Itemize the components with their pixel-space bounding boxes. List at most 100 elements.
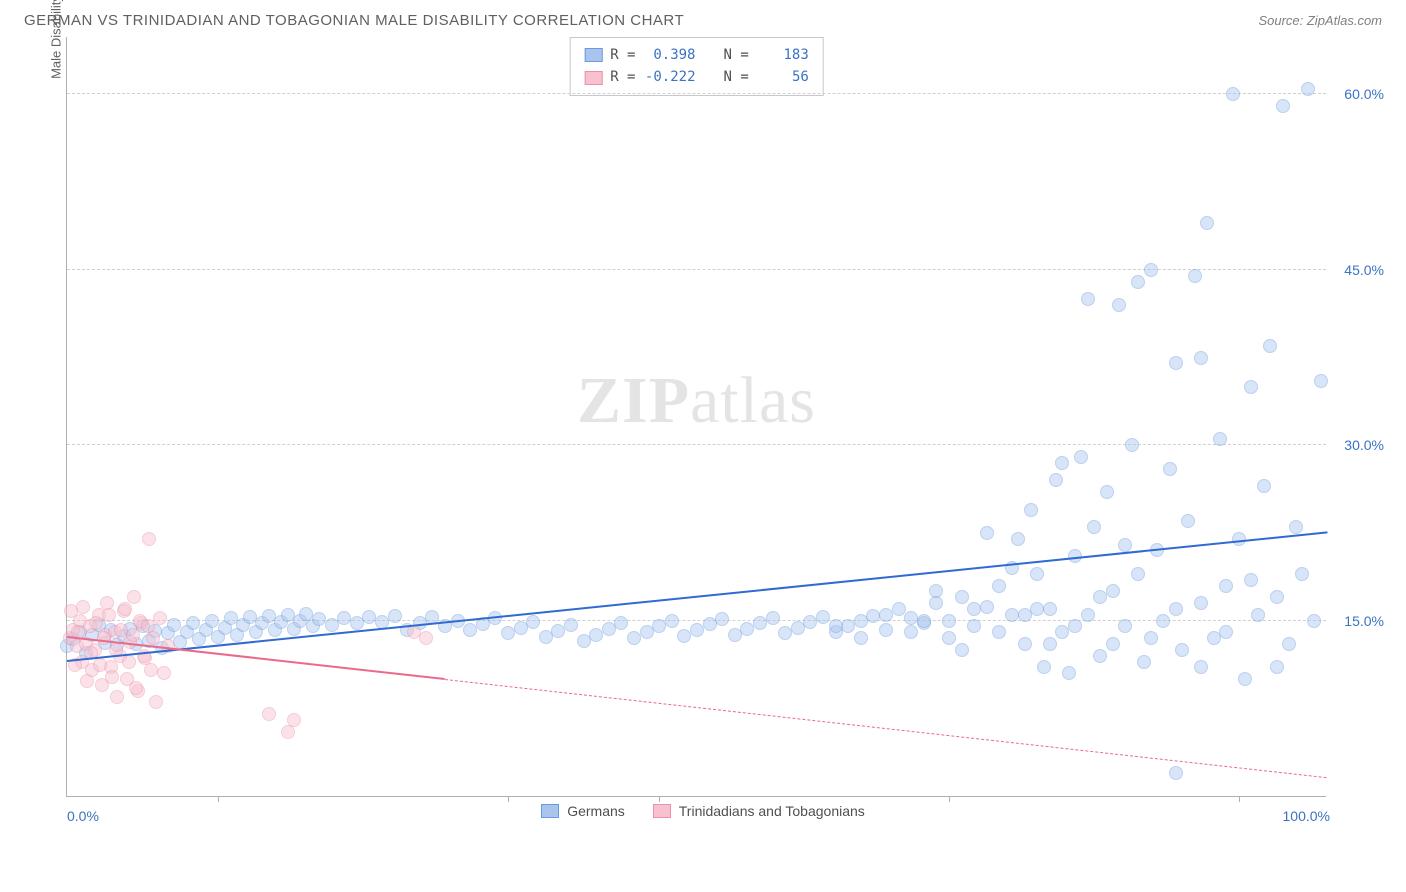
data-point xyxy=(967,602,981,616)
data-point xyxy=(980,600,994,614)
data-point xyxy=(127,590,141,604)
data-point xyxy=(1295,567,1309,581)
data-point xyxy=(1194,351,1208,365)
data-point xyxy=(1219,579,1233,593)
data-point xyxy=(287,713,301,727)
chart-title: GERMAN VS TRINIDADIAN AND TOBAGONIAN MAL… xyxy=(24,12,684,29)
data-point xyxy=(1100,485,1114,499)
watermark: ZIPatlas xyxy=(577,363,816,439)
data-point xyxy=(1131,567,1145,581)
data-point xyxy=(118,602,132,616)
data-point xyxy=(1118,619,1132,633)
data-point xyxy=(262,707,276,721)
stats-legend-box: R =0.398N =183R =-0.222N =56 xyxy=(569,37,824,96)
data-point xyxy=(1037,660,1051,674)
data-point xyxy=(1137,655,1151,669)
legend-item: Trinidadians and Tobagonians xyxy=(653,803,865,819)
data-point xyxy=(89,616,103,630)
data-point xyxy=(955,590,969,604)
data-point xyxy=(1081,608,1095,622)
data-point xyxy=(942,614,956,628)
data-point xyxy=(1175,643,1189,657)
data-point xyxy=(144,663,158,677)
y-tick-label: 30.0% xyxy=(1344,437,1384,453)
data-point xyxy=(97,631,111,645)
data-point xyxy=(1181,514,1195,528)
watermark-bold: ZIP xyxy=(577,364,690,437)
data-point xyxy=(1219,625,1233,639)
x-tick xyxy=(659,796,660,802)
data-point xyxy=(1276,99,1290,113)
data-point xyxy=(1282,637,1296,651)
data-point xyxy=(854,631,868,645)
data-point xyxy=(1093,590,1107,604)
data-point xyxy=(1106,637,1120,651)
watermark-light: atlas xyxy=(690,364,816,437)
data-point xyxy=(1213,432,1227,446)
data-point xyxy=(992,579,1006,593)
data-point xyxy=(942,631,956,645)
data-point xyxy=(388,609,402,623)
n-label: N = xyxy=(724,66,749,88)
legend-label: Germans xyxy=(567,803,625,819)
data-point xyxy=(1131,275,1145,289)
data-point xyxy=(526,615,540,629)
r-label: R = xyxy=(610,44,635,66)
data-point xyxy=(153,611,167,625)
data-point xyxy=(1024,503,1038,517)
data-point xyxy=(1112,298,1126,312)
data-point xyxy=(892,602,906,616)
data-point xyxy=(419,631,433,645)
stats-swatch xyxy=(584,48,602,62)
data-point xyxy=(1169,602,1183,616)
data-point xyxy=(1307,614,1321,628)
data-point xyxy=(614,616,628,630)
data-point xyxy=(1144,631,1158,645)
data-point xyxy=(76,600,90,614)
data-point xyxy=(1270,660,1284,674)
data-point xyxy=(1049,473,1063,487)
legend-swatch xyxy=(653,804,671,818)
series-legend: Germans Trinidadians and Tobagonians xyxy=(24,803,1382,819)
data-point xyxy=(1169,356,1183,370)
data-point xyxy=(904,625,918,639)
x-tick xyxy=(508,796,509,802)
data-point xyxy=(1011,532,1025,546)
y-tick-label: 15.0% xyxy=(1344,613,1384,629)
data-point xyxy=(129,681,143,695)
stats-row: R =0.398N =183 xyxy=(584,44,809,66)
data-point xyxy=(105,670,119,684)
data-point xyxy=(93,658,107,672)
plot-area: ZIPatlas R =0.398N =183R =-0.222N =56 15… xyxy=(66,37,1326,797)
data-point xyxy=(1289,520,1303,534)
data-point xyxy=(1226,87,1240,101)
data-point xyxy=(816,610,830,624)
data-point xyxy=(1043,637,1057,651)
r-value: -0.222 xyxy=(644,66,696,88)
data-point xyxy=(1118,538,1132,552)
data-point xyxy=(1093,649,1107,663)
data-point xyxy=(1087,520,1101,534)
data-point xyxy=(126,628,140,642)
data-point xyxy=(992,625,1006,639)
data-point xyxy=(1081,292,1095,306)
r-label: R = xyxy=(610,66,635,88)
data-point xyxy=(1238,672,1252,686)
stats-row: R =-0.222N =56 xyxy=(584,66,809,88)
data-point xyxy=(980,526,994,540)
y-tick-label: 60.0% xyxy=(1344,86,1384,102)
x-tick xyxy=(218,796,219,802)
data-point xyxy=(64,604,78,618)
data-point xyxy=(1244,573,1258,587)
data-point xyxy=(1232,532,1246,546)
data-point xyxy=(1018,608,1032,622)
source-attribution: Source: ZipAtlas.com xyxy=(1258,13,1382,28)
data-point xyxy=(917,614,931,628)
data-point xyxy=(1062,666,1076,680)
data-point xyxy=(1200,216,1214,230)
data-point xyxy=(929,584,943,598)
x-tick xyxy=(1239,796,1240,802)
trend-line xyxy=(67,531,1327,662)
data-point xyxy=(1068,619,1082,633)
data-point xyxy=(879,623,893,637)
